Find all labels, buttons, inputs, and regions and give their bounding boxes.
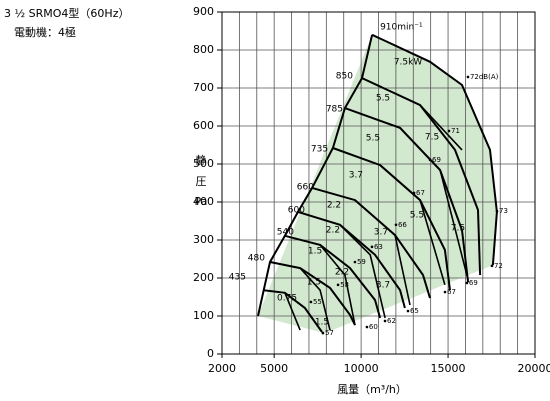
noise-point	[412, 191, 416, 195]
noise-label: 63	[374, 243, 383, 251]
noise-point	[495, 209, 499, 213]
power-label: 2.2	[326, 226, 340, 236]
x-tick-label: 10000	[344, 362, 379, 375]
x-axis-label: 風量（m³/h）	[337, 383, 407, 396]
power-label: 2.2	[335, 267, 349, 277]
noise-point	[365, 325, 369, 329]
noise-point	[394, 223, 398, 227]
noise-label: 62	[387, 317, 396, 325]
y-tick-label: 400	[193, 195, 214, 208]
noise-point	[447, 129, 451, 133]
x-tick-label: 15000	[431, 362, 466, 375]
power-label: 7.5	[425, 133, 439, 143]
power-label: 0.75	[277, 294, 297, 304]
noise-point	[370, 245, 374, 249]
power-line	[299, 267, 331, 331]
noise-label: 66	[398, 221, 407, 229]
power-label: 1.5	[307, 277, 321, 287]
y-tick-label: 200	[193, 271, 214, 284]
y-axis-label: 静	[196, 153, 207, 167]
noise-point	[321, 331, 325, 335]
power-line	[399, 127, 469, 281]
power-label: 5.5	[376, 93, 390, 103]
noise-label: 58	[340, 281, 349, 289]
y-tick-label: 900	[193, 5, 214, 18]
power-label: 7.5	[451, 223, 465, 233]
x-tick-label: 2000	[208, 362, 236, 375]
noise-label: 67	[416, 189, 425, 197]
noise-label: 59	[357, 258, 366, 266]
noise-point	[336, 283, 340, 287]
y-tick-label: 100	[193, 309, 214, 322]
power-label: 3.7	[374, 228, 388, 238]
speed-curve	[361, 77, 482, 276]
power-label: 5.5	[366, 133, 380, 143]
noise-label: 71	[451, 127, 460, 135]
rpm-label: 540	[277, 228, 294, 238]
speed-curve	[269, 261, 356, 326]
noise-label: 57	[325, 329, 334, 337]
noise-label: 72dB(A)	[470, 73, 499, 81]
speed-curve	[371, 33, 498, 266]
noise-label: 69	[432, 156, 441, 164]
x-tick-label: 20000	[518, 362, 550, 375]
chart-subtitle: 電動機：4極	[14, 25, 76, 39]
chart-title: 3 ½ SRMO4型（60Hz）	[4, 6, 129, 20]
noise-label: 60	[369, 323, 378, 331]
y-tick-label: 300	[193, 233, 214, 246]
rpm-label: 660	[297, 182, 314, 192]
noise-point	[465, 281, 469, 285]
power-label: 3.7	[376, 280, 390, 290]
y-tick-label: 600	[193, 119, 214, 132]
y-tick-label: 700	[193, 81, 214, 94]
noise-label: 67	[447, 288, 456, 296]
y-axis-label: 圧	[196, 175, 207, 188]
noise-point	[428, 158, 432, 162]
power-label: 3.7	[349, 171, 363, 181]
power-label: 7.5kW	[394, 57, 423, 67]
power-line	[284, 292, 301, 331]
noise-point	[490, 264, 494, 268]
power-line	[339, 224, 386, 319]
plot-frame	[221, 11, 536, 355]
power-label: 1.5	[308, 247, 322, 257]
rpm-label: 435	[229, 272, 246, 282]
y-tick-label: 800	[193, 43, 214, 56]
power-line	[354, 199, 411, 306]
rpm-label: 600	[288, 205, 305, 215]
noise-point	[383, 319, 387, 323]
rpm-label: 480	[248, 253, 265, 263]
y-axis-label: Pa	[195, 195, 208, 208]
speed-curve	[263, 289, 323, 333]
rpm-label: 850	[336, 71, 353, 81]
rpm-label: 785	[326, 104, 343, 114]
speed-curve	[284, 234, 382, 319]
noise-point	[443, 290, 447, 294]
y-tick-label: 500	[193, 157, 214, 170]
noise-label: 55	[313, 298, 322, 306]
noise-point	[309, 300, 313, 304]
y-tick-label: 0	[207, 347, 214, 360]
power-label: 5.5	[410, 210, 424, 220]
power-line	[379, 164, 446, 286]
boundary-line	[257, 34, 374, 317]
power-label: 2.2	[327, 201, 341, 211]
noise-label: 65	[410, 307, 419, 315]
x-tick-label: 5000	[260, 362, 288, 375]
power-label: 1.5	[315, 318, 329, 328]
rpm-label: 735	[311, 144, 328, 154]
noise-point	[353, 260, 357, 264]
rpm-label: 910min⁻¹	[380, 22, 423, 32]
noise-label: 73	[499, 207, 508, 215]
power-line	[319, 244, 356, 326]
noise-label: 69	[469, 279, 478, 287]
speed-curve	[297, 210, 406, 309]
noise-label: 72	[494, 262, 503, 270]
power-line	[419, 104, 463, 151]
noise-point	[406, 309, 410, 313]
noise-point	[466, 75, 470, 79]
